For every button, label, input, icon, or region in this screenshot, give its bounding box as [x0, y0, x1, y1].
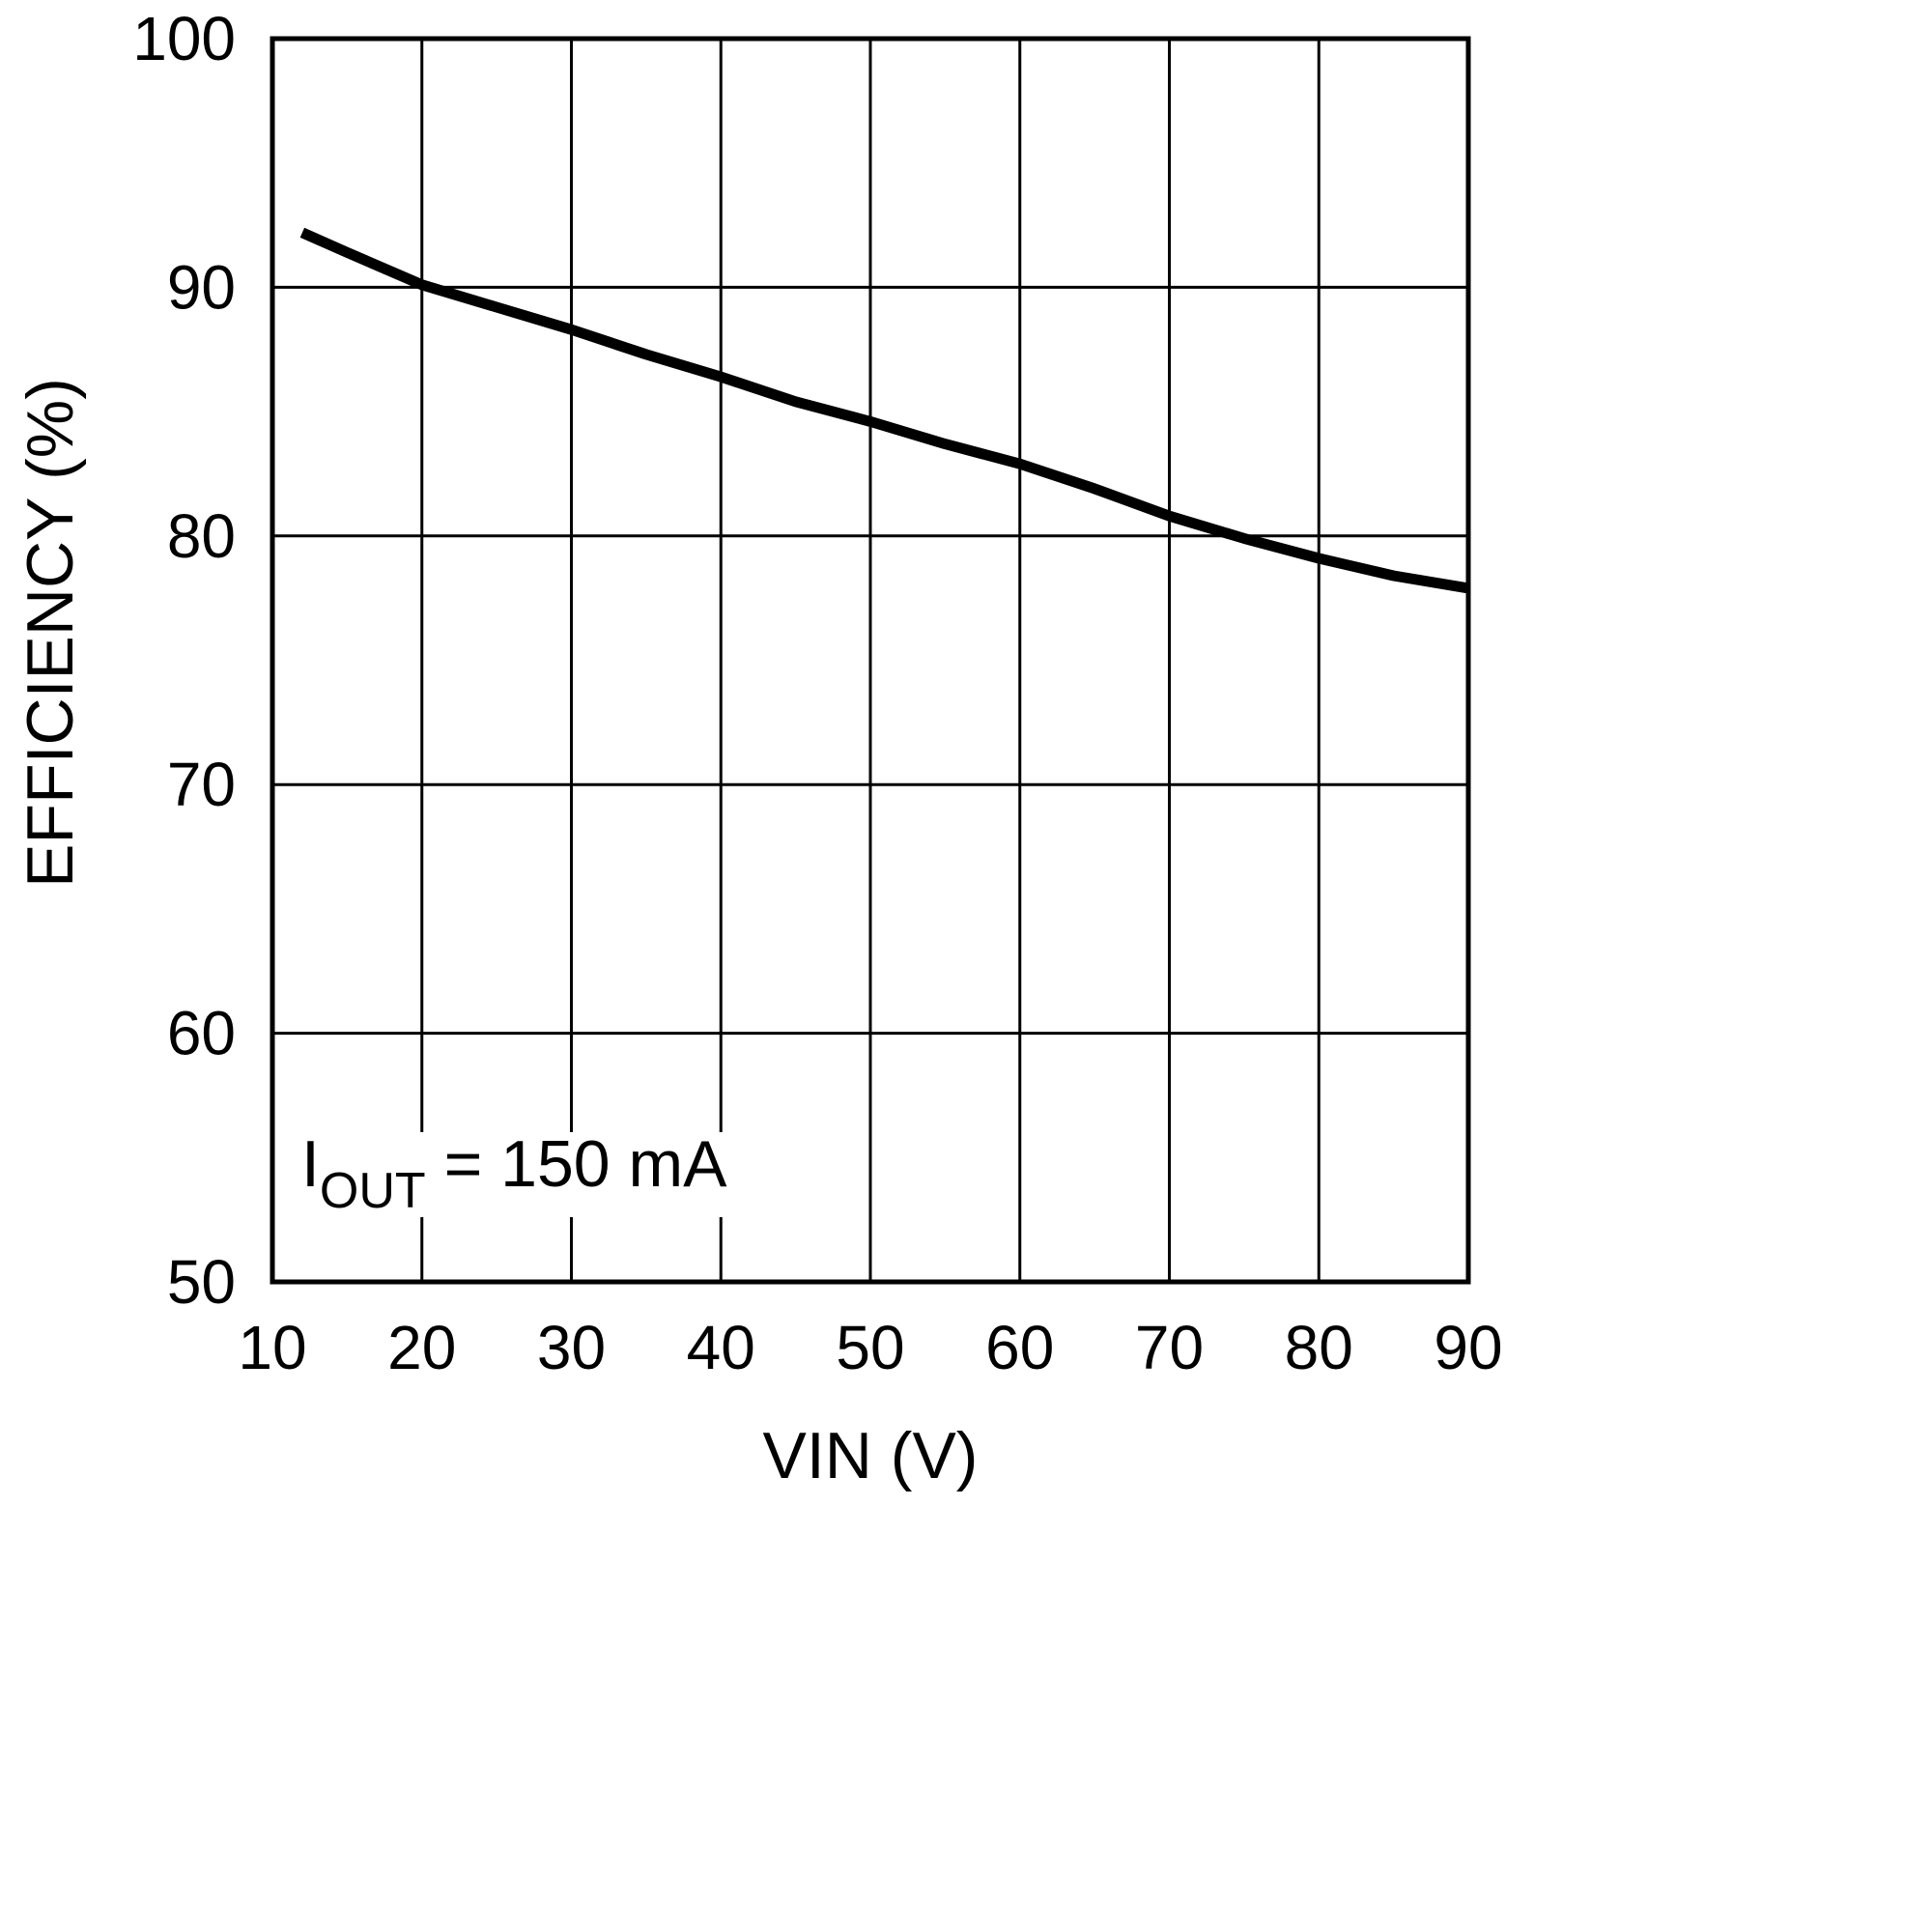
annotation-subscript: OUT	[320, 1163, 426, 1219]
y-tick-label: 100	[132, 4, 236, 73]
annotation-main: I	[301, 1127, 320, 1201]
y-tick-label: 80	[167, 501, 236, 571]
plot-frame	[270, 36, 1471, 1285]
x-tick-labels: 10 20 30 40 50 60 70 80 90	[238, 1313, 1502, 1382]
grid	[270, 37, 1470, 1284]
x-tick-label: 30	[537, 1313, 606, 1382]
y-tick-label: 60	[167, 999, 236, 1068]
efficiency-line	[299, 227, 1469, 594]
y-tick-labels: 50 60 70 80 90 100	[132, 4, 236, 1317]
series-lines	[299, 227, 1469, 594]
x-tick-label: 20	[387, 1313, 456, 1382]
y-tick-label: 70	[167, 750, 236, 819]
x-tick-label: 70	[1135, 1313, 1204, 1382]
x-tick-label: 40	[687, 1313, 755, 1382]
annotation-background	[290, 1132, 753, 1217]
x-tick-label: 90	[1434, 1313, 1502, 1382]
x-axis-label: VIN (V)	[763, 1419, 979, 1492]
x-tick-label: 10	[238, 1313, 306, 1382]
annotation-value: = 150 mA	[426, 1127, 727, 1201]
x-tick-label: 80	[1285, 1313, 1353, 1382]
y-tick-label: 50	[167, 1247, 236, 1317]
x-tick-label: 60	[985, 1313, 1054, 1382]
y-axis-label: EFFICIENCY (%)	[14, 378, 87, 888]
x-tick-label: 50	[836, 1313, 904, 1382]
annotation-iout: IOUT = 150 mA	[301, 1127, 727, 1219]
y-tick-label: 90	[167, 252, 236, 322]
